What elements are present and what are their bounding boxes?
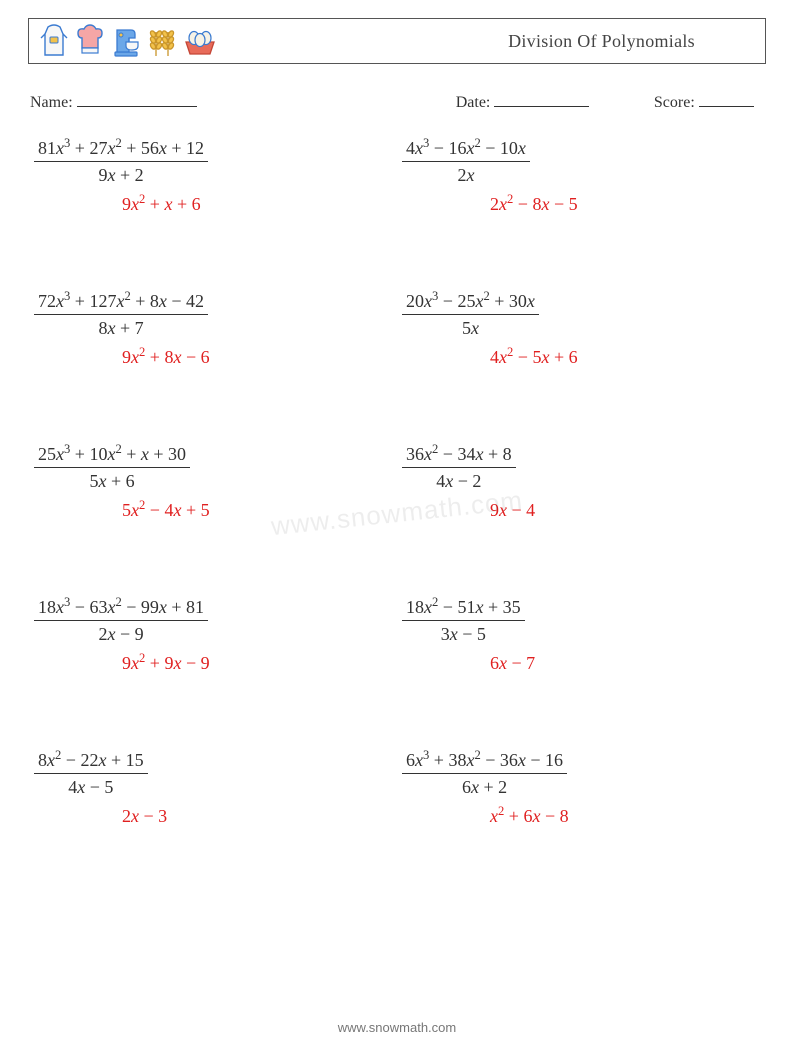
fraction: 36x2 − 34x + 84x − 2	[402, 444, 516, 492]
answer: 9x − 4	[402, 500, 766, 521]
numerator: 18x2 − 51x + 35	[402, 597, 525, 620]
footer-link[interactable]: www.snowmath.com	[0, 1020, 794, 1035]
problem: 8x2 − 22x + 154x − 5 2x − 3	[30, 750, 398, 827]
fraction: 4x3 − 16x2 − 10x2x	[402, 138, 530, 186]
problem: 18x2 − 51x + 353x − 5 6x − 7	[398, 597, 766, 674]
denominator: 2x − 9	[34, 620, 208, 645]
answer: 9x2 + 9x − 9	[34, 653, 398, 674]
fraction: 6x3 + 38x2 − 36x − 166x + 2	[402, 750, 567, 798]
numerator: 72x3 + 127x2 + 8x − 42	[34, 291, 208, 314]
fraction: 81x3 + 27x2 + 56x + 129x + 2	[34, 138, 208, 186]
answer: 9x2 + 8x − 6	[34, 347, 398, 368]
mixer-icon	[111, 24, 141, 58]
numerator: 36x2 − 34x + 8	[402, 444, 516, 467]
eggs-icon	[183, 24, 217, 58]
fraction: 18x2 − 51x + 353x − 5	[402, 597, 525, 645]
problem: 4x3 − 16x2 − 10x2x 2x2 − 8x − 5	[398, 138, 766, 215]
problem: 72x3 + 127x2 + 8x − 428x + 7 9x2 + 8x − 6	[30, 291, 398, 368]
denominator: 4x − 5	[34, 773, 148, 798]
score-label: Score:	[654, 94, 695, 111]
date-blank[interactable]	[494, 92, 589, 107]
numerator: 8x2 − 22x + 15	[34, 750, 148, 773]
numerator: 18x3 − 63x2 − 99x + 81	[34, 597, 208, 620]
numerator: 25x3 + 10x2 + x + 30	[34, 444, 190, 467]
name-field: Name:	[30, 92, 456, 112]
problem: 25x3 + 10x2 + x + 305x + 6 5x2 − 4x + 5	[30, 444, 398, 521]
denominator: 8x + 7	[34, 314, 208, 339]
answer: x2 + 6x − 8	[402, 806, 766, 827]
answer: 5x2 − 4x + 5	[34, 500, 398, 521]
fraction: 72x3 + 127x2 + 8x − 428x + 7	[34, 291, 208, 339]
name-blank[interactable]	[77, 92, 197, 107]
header-box: Division Of Polynomials	[28, 18, 766, 64]
problem: 36x2 − 34x + 84x − 2 9x − 4	[398, 444, 766, 521]
apron-icon	[39, 24, 69, 58]
score-field: Score:	[654, 92, 764, 112]
answer: 6x − 7	[402, 653, 766, 674]
page-title: Division Of Polynomials	[508, 31, 755, 52]
numerator: 20x3 − 25x2 + 30x	[402, 291, 539, 314]
date-field: Date:	[456, 92, 654, 112]
problem: 81x3 + 27x2 + 56x + 129x + 2 9x2 + x + 6	[30, 138, 398, 215]
problems-grid: 81x3 + 27x2 + 56x + 129x + 29x2 + x + 64…	[28, 134, 766, 827]
problem: 6x3 + 38x2 − 36x − 166x + 2 x2 + 6x − 8	[398, 750, 766, 827]
denominator: 4x − 2	[402, 467, 516, 492]
denominator: 5x	[402, 314, 539, 339]
fraction: 8x2 − 22x + 154x − 5	[34, 750, 148, 798]
answer: 9x2 + x + 6	[34, 194, 398, 215]
fraction: 25x3 + 10x2 + x + 305x + 6	[34, 444, 190, 492]
denominator: 5x + 6	[34, 467, 190, 492]
denominator: 9x + 2	[34, 161, 208, 186]
date-label: Date:	[456, 94, 491, 111]
numerator: 81x3 + 27x2 + 56x + 12	[34, 138, 208, 161]
numerator: 6x3 + 38x2 − 36x − 16	[402, 750, 567, 773]
denominator: 3x − 5	[402, 620, 525, 645]
header-icons	[39, 24, 217, 58]
meta-row: Name: Date: Score:	[30, 92, 764, 112]
answer: 2x − 3	[34, 806, 398, 827]
numerator: 4x3 − 16x2 − 10x	[402, 138, 530, 161]
denominator: 2x	[402, 161, 530, 186]
problem: 18x3 − 63x2 − 99x + 812x − 9 9x2 + 9x − 9	[30, 597, 398, 674]
answer: 2x2 − 8x − 5	[402, 194, 766, 215]
fraction: 18x3 − 63x2 − 99x + 812x − 9	[34, 597, 208, 645]
problem: 20x3 − 25x2 + 30x5x 4x2 − 5x + 6	[398, 291, 766, 368]
wheat-icon	[147, 24, 177, 58]
fraction: 20x3 − 25x2 + 30x5x	[402, 291, 539, 339]
chef-hat-icon	[75, 24, 105, 58]
score-blank[interactable]	[699, 92, 754, 107]
answer: 4x2 − 5x + 6	[402, 347, 766, 368]
name-label: Name:	[30, 94, 73, 111]
denominator: 6x + 2	[402, 773, 567, 798]
